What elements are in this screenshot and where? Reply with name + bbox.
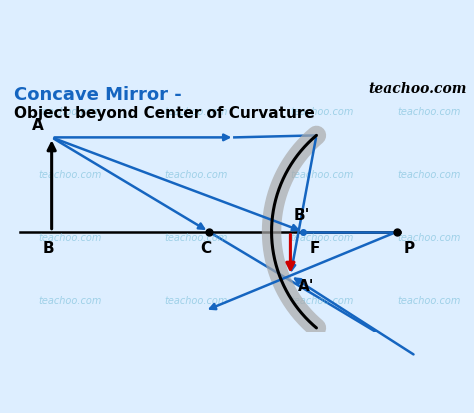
Text: teachoo.com: teachoo.com <box>164 296 228 306</box>
Text: Concave Mirror -: Concave Mirror - <box>14 86 182 104</box>
Text: teachoo.com: teachoo.com <box>397 296 460 306</box>
Text: B': B' <box>293 209 310 223</box>
Text: Object beyond Center of Curvature: Object beyond Center of Curvature <box>14 106 315 121</box>
Text: P: P <box>403 241 415 256</box>
Text: teachoo.com: teachoo.com <box>290 233 354 243</box>
Text: teachoo.com: teachoo.com <box>397 170 460 180</box>
Text: C: C <box>200 241 211 256</box>
Text: teachoo.com: teachoo.com <box>39 296 102 306</box>
Text: teachoo.com: teachoo.com <box>164 107 228 117</box>
Text: teachoo.com: teachoo.com <box>290 107 354 117</box>
Text: teachoo.com: teachoo.com <box>290 170 354 180</box>
Text: F: F <box>309 241 319 256</box>
Text: teachoo.com: teachoo.com <box>39 107 102 117</box>
Text: teachoo.com: teachoo.com <box>397 233 460 243</box>
Text: teachoo.com: teachoo.com <box>164 233 228 243</box>
Text: teachoo.com: teachoo.com <box>290 296 354 306</box>
Text: A: A <box>32 118 44 133</box>
Text: B: B <box>43 241 55 256</box>
Text: teachoo.com: teachoo.com <box>397 107 460 117</box>
Text: teachoo.com: teachoo.com <box>164 170 228 180</box>
Text: teachoo.com: teachoo.com <box>39 233 102 243</box>
Text: A': A' <box>298 279 314 294</box>
Text: teachoo.com: teachoo.com <box>39 170 102 180</box>
Text: teachoo.com: teachoo.com <box>368 82 466 96</box>
